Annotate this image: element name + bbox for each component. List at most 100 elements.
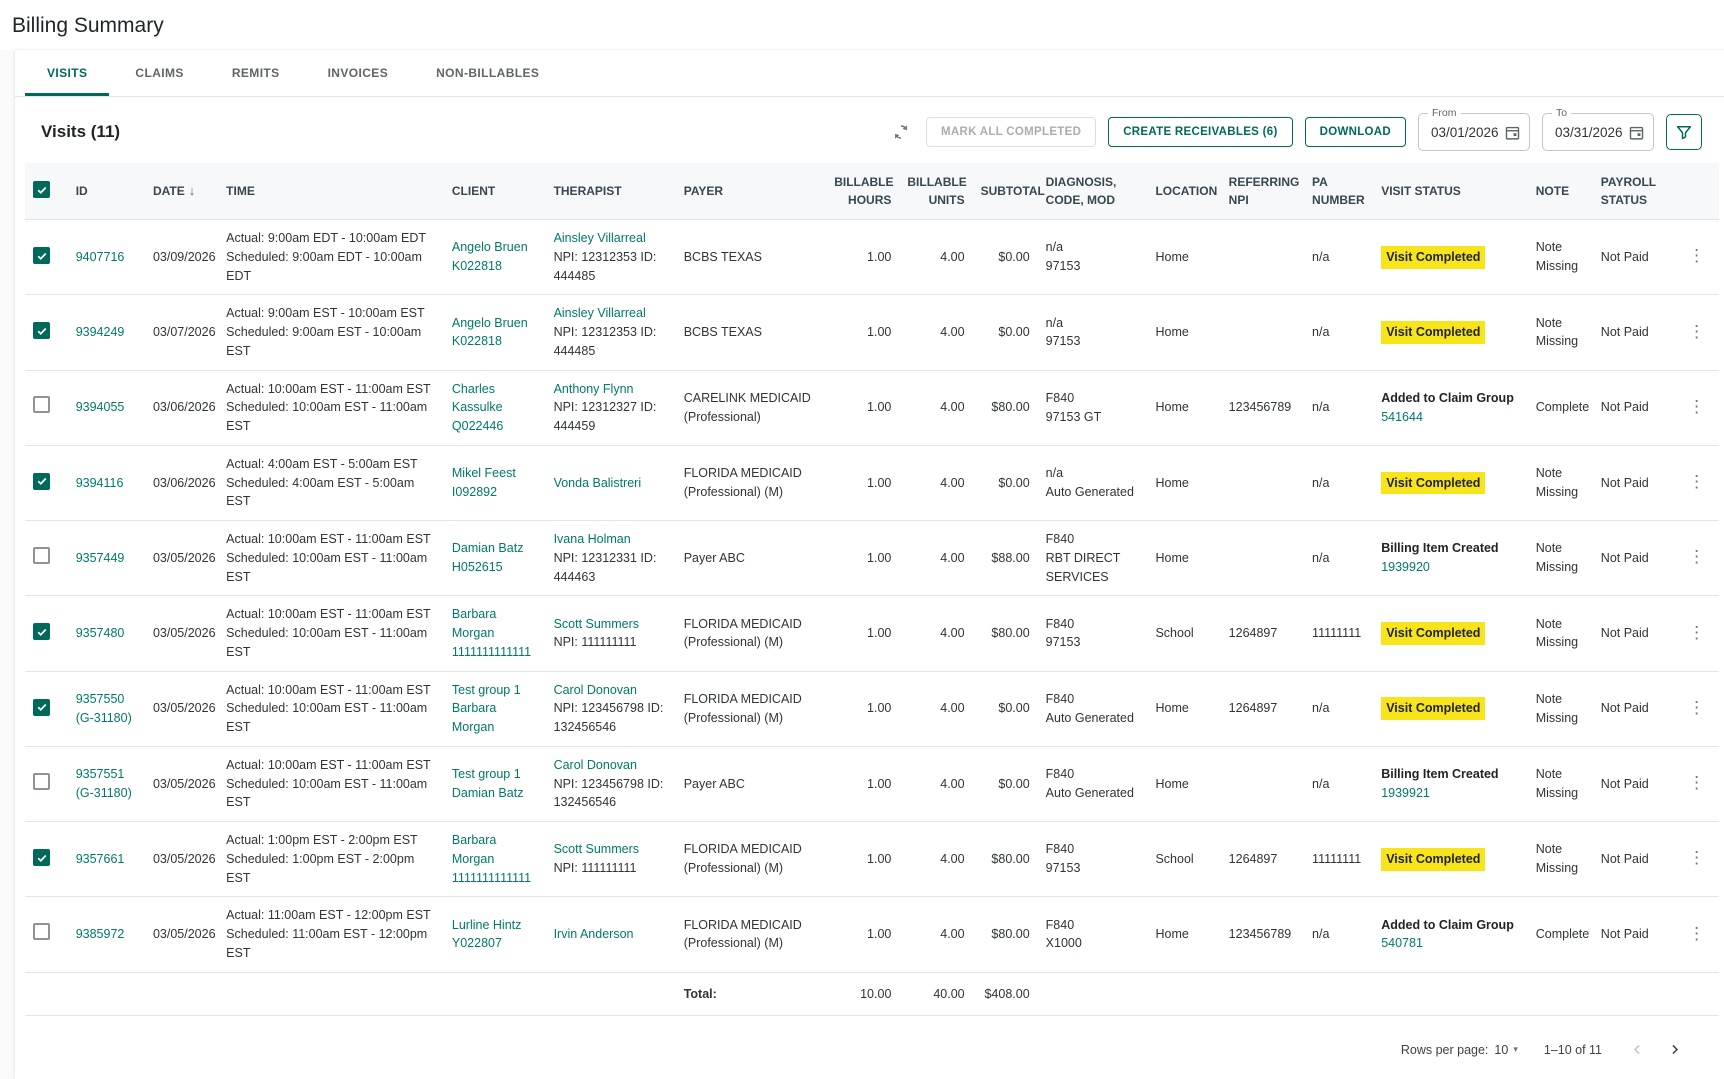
therapist-npi: NPI: 12312327 ID: 444459 [553,400,657,433]
visit-date: 03/09/2026 [152,249,216,264]
row-checkbox[interactable] [33,472,50,490]
client-link[interactable]: Lurline Hintz Y022807 [451,917,522,951]
rows-per-page-select[interactable]: 10 ▾ [1494,1042,1518,1057]
visit-status-link[interactable]: 541644 [1381,409,1423,424]
therapist-link[interactable]: Scott Summers [553,616,639,631]
row-checkbox[interactable] [33,923,50,940]
calendar-icon[interactable] [1504,124,1521,141]
client-link[interactable]: Test group 1 Barbara Morgan [451,682,521,735]
visit-id-link[interactable]: 9407716 [75,249,125,264]
col-date[interactable]: DATE ↓ [144,163,219,220]
visit-status-link[interactable]: 1939920 [1381,560,1430,575]
diagnosis-code-mod: F840 97153 [1045,842,1081,876]
therapist-link[interactable]: Irvin Anderson [553,927,634,941]
row-menu-kebab-icon[interactable]: ⋮ [1688,848,1706,868]
location: Home [1155,249,1189,264]
visit-id-link[interactable]: 9357449 [75,550,125,565]
row-menu-kebab-icon[interactable]: ⋮ [1688,773,1706,792]
client-link[interactable]: Damian Batz H052615 [451,541,524,575]
row-menu-kebab-icon[interactable]: ⋮ [1688,246,1706,266]
tab-non-billables[interactable]: NON-BILLABLES [436,66,540,80]
row-checkbox[interactable] [33,772,50,790]
row-checkbox[interactable] [33,247,50,264]
row-menu-kebab-icon[interactable]: ⋮ [1688,472,1706,491]
client-link[interactable]: Charles Kassulke Q022446 [451,381,504,434]
tab-remits[interactable]: REMITS [231,66,280,80]
visit-id-link[interactable]: 9357550 (G-31180) [75,691,132,725]
client-link[interactable]: Angelo Bruen K022818 [451,315,528,349]
visit-status-link[interactable]: 540781 [1381,936,1423,951]
col-id: ID [67,163,145,220]
client-link[interactable]: Mikel Feest I092892 [451,466,516,499]
subtotal: $0.00 [998,325,1030,339]
visit-status-text: Added to Claim Group [1381,390,1514,405]
from-date-field[interactable]: From 03/01/2026 [1418,107,1530,151]
row-checkbox[interactable] [33,623,50,641]
visit-id-link[interactable]: 9394055 [75,400,125,415]
refresh-button[interactable] [888,119,914,145]
visit-status-link[interactable]: 1939921 [1381,785,1430,800]
client-link[interactable]: Test group 1 Damian Batz [451,767,524,800]
therapist-link[interactable]: Carol Donovan [553,682,637,697]
visit-date: 03/05/2026 [152,851,216,866]
payer: Payer ABC [683,776,745,791]
row-checkbox[interactable] [33,322,50,340]
payer: FLORIDA MEDICAID (Professional) (M) [683,616,802,650]
create-receivables-button[interactable]: CREATE RECEIVABLES (6) [1108,117,1293,147]
therapist-link[interactable]: Ainsley Villarreal [553,231,646,245]
tab-claims[interactable]: CLAIMS [135,66,184,80]
therapist-npi: NPI: 123456798 ID: 132456546 [553,776,664,810]
visit-id-link[interactable]: 9385972 [75,927,125,941]
client-link[interactable]: Angelo Bruen K022818 [451,240,528,274]
filter-button[interactable] [1666,114,1702,150]
next-page-button[interactable] [1665,1040,1684,1059]
visit-id-link[interactable]: 9394116 [75,475,124,490]
from-date-label: From [1428,107,1461,119]
select-all-checkbox[interactable] [33,181,50,199]
tab-visits[interactable]: VISITS [25,50,110,96]
visit-time: Actual: 10:00am EST - 11:00am EST Schedul… [226,757,431,810]
visit-date: 03/05/2026 [152,701,216,716]
therapist-link[interactable]: Carol Donovan [553,757,637,772]
row-menu-kebab-icon[interactable]: ⋮ [1688,923,1706,943]
therapist-link[interactable]: Scott Summers [553,842,639,857]
row-checkbox[interactable] [33,849,50,866]
location: Home [1155,550,1189,565]
payer: FLORIDA MEDICAID (Professional) (M) [683,466,802,499]
calendar-icon[interactable] [1628,124,1645,141]
billable-units: 4.00 [940,701,965,716]
row-menu-kebab-icon[interactable]: ⋮ [1688,396,1706,416]
table-row: 9357480 03/05/2026 Actual: 10:00am EST - 1… [25,595,1719,671]
payer: BCBS TEXAS [683,249,762,264]
download-button[interactable]: DOWNLOAD [1304,117,1406,147]
visit-id-link[interactable]: 9357480 [75,626,125,640]
row-menu-kebab-icon[interactable]: ⋮ [1688,321,1706,341]
therapist-link[interactable]: Ivana Holman [553,532,631,546]
visit-id-link[interactable]: 9357551 (G-31180) [75,767,132,800]
billable-hours: 1.00 [867,475,892,490]
diagnosis-code-mod: n/a 97153 [1045,240,1081,274]
filter-funnel-icon [1676,126,1692,140]
row-checkbox[interactable] [33,546,50,564]
client-link[interactable]: Barbara Morgan 1111111111111 [451,607,532,659]
to-date-field[interactable]: To 03/31/2026 [1542,107,1654,151]
therapist-link[interactable]: Ainsley Villarreal [553,306,646,321]
tab-invoices[interactable]: INVOICES [327,66,389,80]
row-menu-kebab-icon[interactable]: ⋮ [1688,622,1706,642]
visit-status-text: Billing Item Created [1381,541,1499,556]
col-diagnosis: DIAGNOSIS, CODE, MOD [1037,163,1148,220]
row-checkbox[interactable] [33,698,50,716]
visit-id-link[interactable]: 9357661 [75,851,125,866]
location: Home [1155,701,1189,716]
row-checkbox[interactable] [33,396,50,414]
client-link[interactable]: Barbara Morgan 1111111111111 [451,833,532,885]
row-menu-kebab-icon[interactable]: ⋮ [1688,547,1706,567]
table-row: 9357449 03/05/2026 Actual: 10:00am EST - 1… [25,520,1719,596]
row-menu-kebab-icon[interactable]: ⋮ [1688,697,1706,717]
location: Home [1155,776,1189,791]
therapist-link[interactable]: Vonda Balistreri [553,475,642,490]
therapist-link[interactable]: Anthony Flynn [553,381,634,396]
payroll-status: Not Paid [1600,851,1649,866]
visit-time: Actual: 10:00am EST - 11:00am EST Schedul… [226,532,431,584]
visit-id-link[interactable]: 9394249 [75,325,125,339]
